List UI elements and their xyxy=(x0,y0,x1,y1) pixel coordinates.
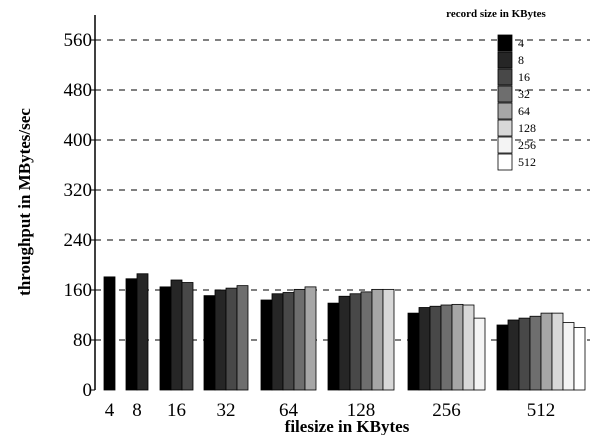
y-tick-label: 240 xyxy=(64,230,93,251)
y-tick-label: 0 xyxy=(83,380,93,401)
bar-512kb-record-64 xyxy=(540,312,553,391)
legend-swatch xyxy=(497,68,513,86)
legend-entry: 16 xyxy=(518,70,530,84)
bar-128kb-record-128 xyxy=(382,288,395,391)
bar-256kb-record-128 xyxy=(462,304,475,391)
x-tick-label: 128 xyxy=(347,400,376,421)
legend-entry: 64 xyxy=(518,104,530,118)
bar-4kb-record-4 xyxy=(103,276,116,391)
bar-32kb-record-4 xyxy=(203,295,216,391)
bar-512kb-record-16 xyxy=(518,317,531,391)
y-tick-label: 560 xyxy=(64,30,93,51)
legend-title: record size in KBytes xyxy=(446,8,546,20)
legend-swatch xyxy=(497,136,513,154)
bar-8kb-record-8 xyxy=(136,273,149,391)
bar-64kb-record-8 xyxy=(271,293,284,391)
bar-64kb-record-64 xyxy=(304,286,317,391)
legend-entry: 128 xyxy=(518,121,536,135)
y-tick-label: 160 xyxy=(64,280,93,301)
bar-512kb-record-256 xyxy=(562,322,575,391)
legend-swatch xyxy=(497,51,513,69)
bar-128kb-record-4 xyxy=(327,302,340,391)
legend-entry: 512 xyxy=(518,155,536,169)
bar-256kb-record-64 xyxy=(451,303,464,391)
legend-entry: 256 xyxy=(518,138,536,152)
bar-512kb-record-8 xyxy=(507,319,520,391)
legend-swatch xyxy=(497,153,513,171)
bar-16kb-record-4 xyxy=(159,286,172,391)
bar-32kb-record-16 xyxy=(225,287,238,391)
bar-256kb-record-32 xyxy=(440,304,453,391)
y-tick-label: 80 xyxy=(73,330,92,351)
x-tick-label: 512 xyxy=(527,400,556,421)
legend-swatch xyxy=(497,34,513,52)
bar-256kb-record-4 xyxy=(407,312,420,391)
bars xyxy=(103,273,586,391)
bar-64kb-record-4 xyxy=(260,299,273,391)
legend-swatch xyxy=(497,85,513,103)
bar-32kb-record-32 xyxy=(236,285,249,391)
bar-128kb-record-64 xyxy=(371,288,384,391)
bar-64kb-record-32 xyxy=(293,288,306,391)
y-tick-label: 480 xyxy=(64,80,93,101)
x-tick-label: 256 xyxy=(432,400,461,421)
bar-256kb-record-256 xyxy=(473,317,486,391)
x-tick-label: 64 xyxy=(279,400,299,421)
bar-256kb-record-8 xyxy=(418,307,431,391)
bar-512kb-record-128 xyxy=(551,312,564,391)
legend-swatch xyxy=(497,102,513,120)
legend-swatch xyxy=(497,119,513,137)
y-tick-label: 320 xyxy=(64,180,93,201)
x-axis-label: filesize in KBytes xyxy=(285,417,410,435)
y-ticks: 0 80 160 240 320 400 480 560 xyxy=(64,30,95,401)
bar-8kb-record-4 xyxy=(125,278,138,391)
legend-entry: 8 xyxy=(518,53,524,67)
bar-512kb-record-512 xyxy=(573,327,586,391)
legend-entry: 32 xyxy=(518,87,530,101)
x-ticks: 4 8 16 32 64 128 256 512 xyxy=(105,400,556,421)
x-tick-label: 32 xyxy=(217,400,236,421)
bar-128kb-record-8 xyxy=(338,295,351,391)
bar-128kb-record-32 xyxy=(360,291,373,391)
legend: record size in KBytes 4 8 16 32 64 128 256 512 xyxy=(446,8,547,171)
bar-16kb-record-8 xyxy=(170,279,183,391)
y-tick-label: 400 xyxy=(64,130,93,151)
bar-32kb-record-8 xyxy=(214,289,227,391)
bar-128kb-record-16 xyxy=(349,293,362,391)
legend-entry: 4 xyxy=(518,36,524,50)
bar-64kb-record-16 xyxy=(282,292,295,391)
bar-256kb-record-16 xyxy=(429,305,442,391)
bar-16kb-record-16 xyxy=(181,282,194,391)
x-tick-label: 8 xyxy=(132,400,142,421)
x-tick-label: 4 xyxy=(105,400,115,421)
x-tick-label: 16 xyxy=(167,400,186,421)
bar-512kb-record-4 xyxy=(496,324,509,391)
y-axis-label: throughput in MBytes/sec xyxy=(15,108,34,296)
bar-512kb-record-32 xyxy=(529,315,542,391)
